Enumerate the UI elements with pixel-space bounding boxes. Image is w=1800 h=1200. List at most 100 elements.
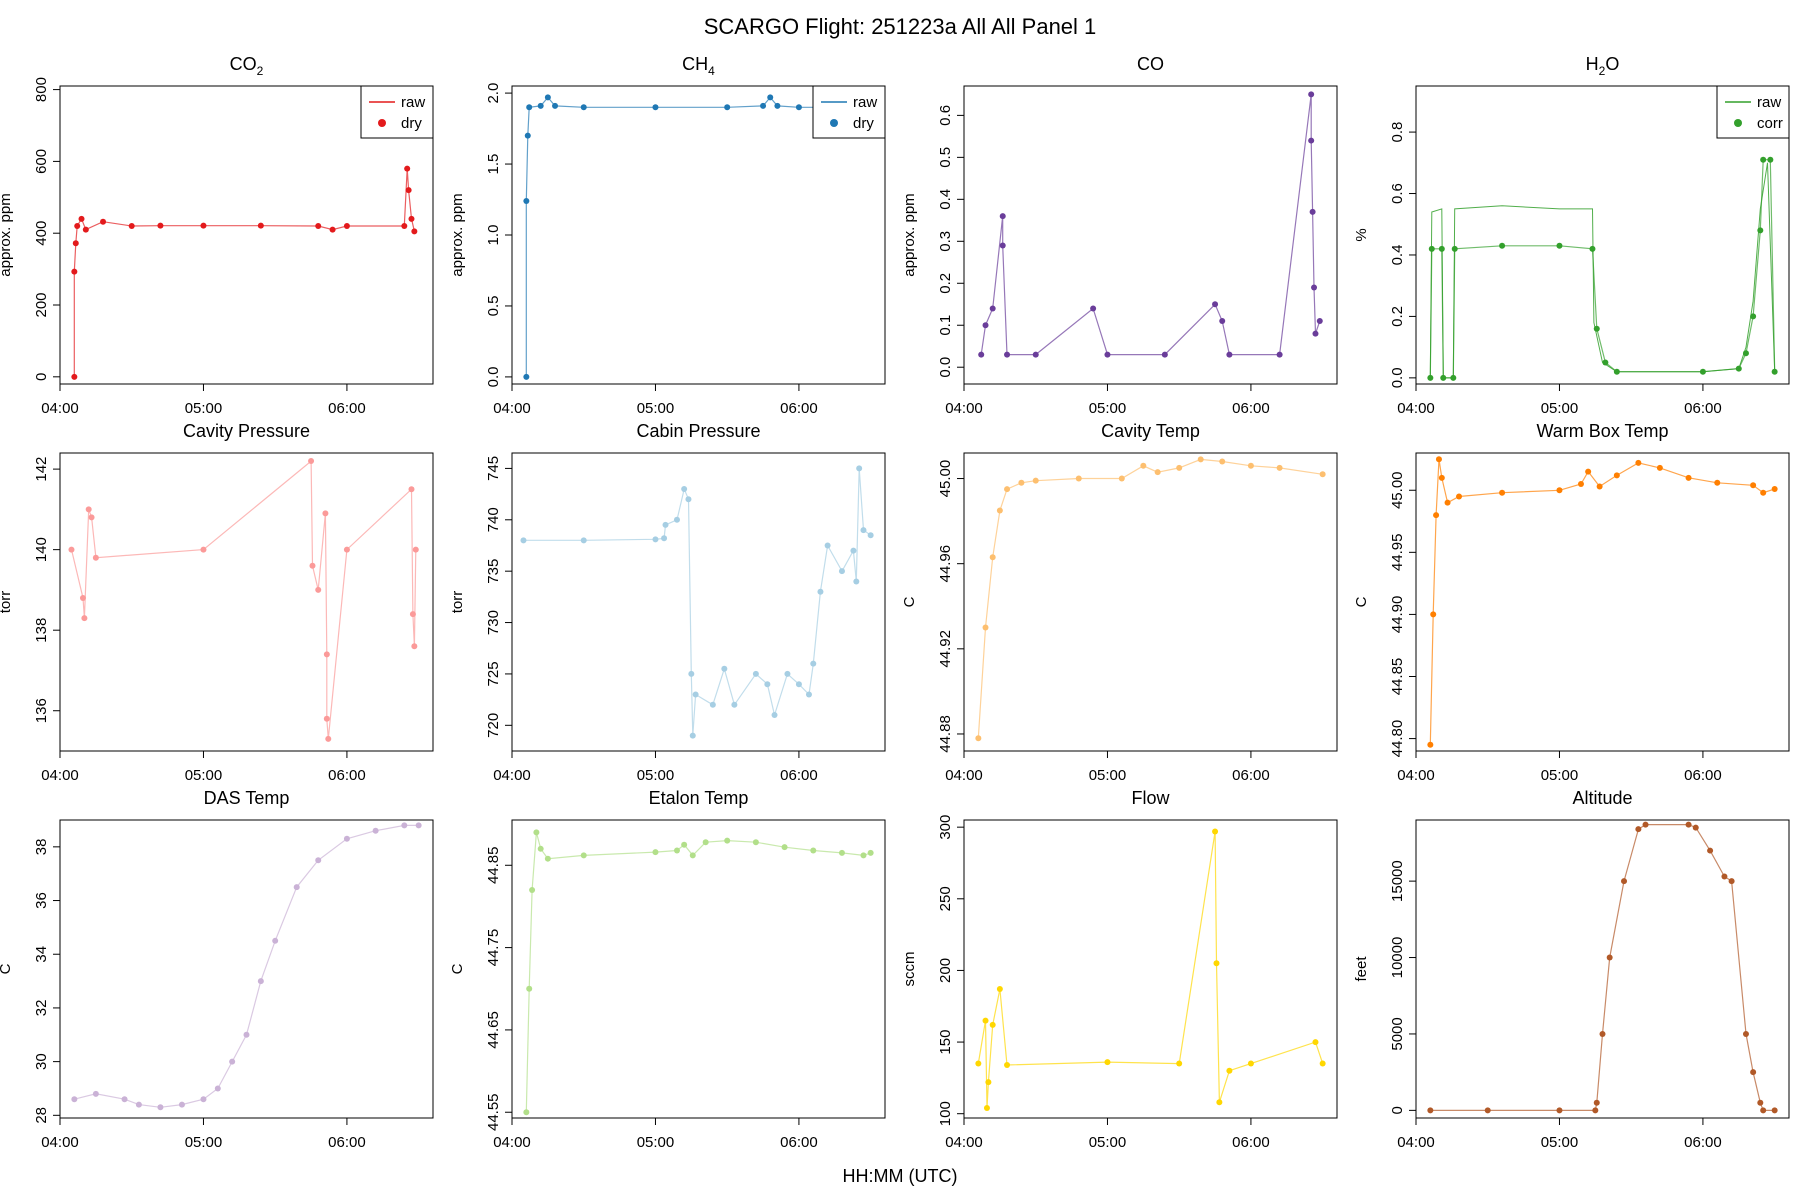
data-point xyxy=(1771,486,1778,493)
data-point xyxy=(1216,1099,1223,1106)
data-point xyxy=(1226,351,1233,358)
data-point xyxy=(982,1017,989,1024)
data-point xyxy=(1004,1061,1011,1068)
legend-point-swatch xyxy=(830,119,838,127)
x-tick-label: 05:00 xyxy=(1089,400,1127,417)
data-point xyxy=(71,1096,78,1103)
data-point xyxy=(996,507,1003,514)
y-tick-label: 38 xyxy=(33,839,50,856)
data-point xyxy=(1606,954,1613,961)
data-point xyxy=(652,536,659,543)
x-tick-label: 06:00 xyxy=(780,1134,818,1151)
x-axis-label: HH:MM (UTC) xyxy=(843,1166,958,1186)
data-point xyxy=(702,839,709,846)
series-line-flow xyxy=(977,831,1324,1109)
data-point xyxy=(580,104,587,111)
y-tick-label: 800 xyxy=(33,77,50,102)
data-point xyxy=(817,588,824,595)
data-point xyxy=(1319,471,1326,478)
data-point xyxy=(795,104,802,111)
y-tick-label: 0 xyxy=(33,373,50,381)
panel-title: Cabin Pressure xyxy=(636,421,760,441)
data-point xyxy=(537,845,544,852)
data-point xyxy=(1090,305,1097,312)
panel-data xyxy=(71,165,418,380)
y-tick-label: 10000 xyxy=(1389,937,1406,979)
panel-h2o: H2O% 0.0 0.2 0.4 0.6 0.8 04:00 05:00 06:00 raw cor… xyxy=(1353,54,1790,417)
x-tick-label: 04:00 xyxy=(1397,400,1435,417)
data-point xyxy=(1154,469,1161,476)
y-tick-label: 140 xyxy=(33,537,50,562)
data-point xyxy=(409,611,416,618)
data-point xyxy=(1750,1069,1757,1076)
series-line-das_temp xyxy=(74,824,419,1108)
panel-etalon_temp: Etalon Temp C 44.55 44.65 44.75 44.85 04:00 05:… xyxy=(449,788,886,1151)
series-line-cavity_pressure xyxy=(70,459,417,739)
panel-title: CO2 xyxy=(230,54,264,78)
panel-title: H2O xyxy=(1586,54,1620,78)
legend-label: dry xyxy=(853,115,874,132)
x-tick-label: 04:00 xyxy=(41,1134,79,1151)
data-point xyxy=(523,373,530,380)
data-point xyxy=(1226,1067,1233,1074)
data-point xyxy=(853,578,860,585)
panel-title-main: H xyxy=(1586,54,1599,74)
panel-data xyxy=(520,465,874,739)
x-tick-label: 06:00 xyxy=(328,400,366,417)
data-point xyxy=(523,197,530,204)
data-point xyxy=(692,691,699,698)
x-tick-label: 06:00 xyxy=(1232,767,1270,784)
y-tick-label: 0.2 xyxy=(937,273,954,294)
data-point xyxy=(1438,245,1445,252)
data-point xyxy=(1140,462,1147,469)
x-tick-label: 06:00 xyxy=(780,767,818,784)
data-point xyxy=(1699,368,1706,375)
data-point xyxy=(323,651,330,658)
panel-title-main: Warm Box Temp xyxy=(1536,421,1668,441)
y-tick-label: 0.0 xyxy=(1389,367,1406,388)
data-point xyxy=(1176,464,1183,471)
data-point xyxy=(524,132,531,139)
x-tick-label: 04:00 xyxy=(41,400,79,417)
panel-das_temp: DAS Temp C 28 30 32 34 36 38 04:00 05:00 06:00 xyxy=(0,788,434,1151)
y-tick-label: 200 xyxy=(33,292,50,317)
panel-title-main: Cabin Pressure xyxy=(636,421,760,441)
data-point xyxy=(544,855,551,862)
panel-data xyxy=(523,94,874,380)
data-point xyxy=(999,213,1006,220)
data-point xyxy=(526,985,533,992)
panel-co: CO approx. ppm 0.0 0.1 0.2 0.3 0.4 0.5 0.6 04:00 0… xyxy=(901,54,1338,417)
y-axis-label: C xyxy=(1353,596,1370,607)
data-point xyxy=(411,643,418,650)
data-point xyxy=(867,849,874,856)
data-point xyxy=(1435,456,1442,463)
y-tick-label: 1.5 xyxy=(485,154,502,175)
x-tick-label: 04:00 xyxy=(1397,1134,1435,1151)
data-point xyxy=(856,465,863,472)
data-point xyxy=(257,222,264,229)
data-point xyxy=(1276,464,1283,471)
data-point xyxy=(200,546,207,553)
data-point xyxy=(1771,1107,1778,1114)
data-point xyxy=(100,218,107,225)
series-line-altitude xyxy=(1430,823,1775,1112)
y-axis-label: torr xyxy=(0,591,14,614)
y-tick-label: 44.65 xyxy=(485,1011,502,1049)
panel-warm_box_temp: Warm Box Temp C 44.80 44.85 44.90 44.95 45.00 0… xyxy=(1353,421,1790,784)
data-point xyxy=(1484,1107,1491,1114)
series-line-co xyxy=(980,94,1321,356)
data-point xyxy=(200,222,207,229)
plot-frame xyxy=(59,85,434,385)
legend-box xyxy=(360,85,434,139)
data-point xyxy=(1742,350,1749,357)
panel-data xyxy=(975,828,1326,1111)
x-tick-label: 05:00 xyxy=(1541,400,1579,417)
series-line-dry xyxy=(73,168,415,377)
x-tick-label: 06:00 xyxy=(328,1134,366,1151)
y-axis-label: feet xyxy=(1353,956,1370,982)
data-point xyxy=(257,978,264,985)
data-point xyxy=(1556,487,1563,494)
data-point xyxy=(1451,245,1458,252)
x-tick-label: 04:00 xyxy=(1397,767,1435,784)
y-tick-label: 0.1 xyxy=(937,315,954,336)
